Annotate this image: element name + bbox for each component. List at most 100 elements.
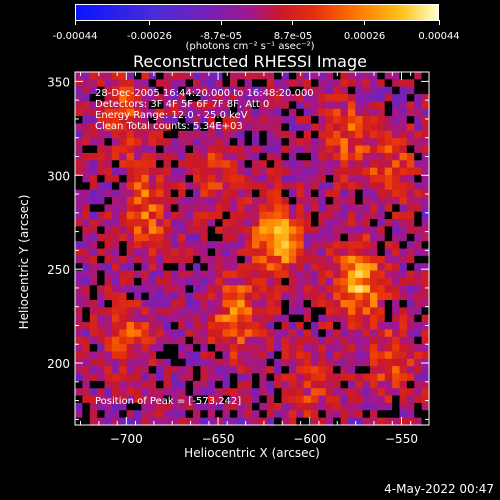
heatmap-cell xyxy=(266,255,275,264)
heatmap-cell xyxy=(207,344,216,353)
heatmap-cell xyxy=(333,79,342,88)
heatmap-cell xyxy=(104,219,113,228)
heatmap-cell xyxy=(134,189,142,198)
heatmap-cell xyxy=(237,174,246,183)
heatmap-cell xyxy=(274,380,283,389)
heatmap-cell xyxy=(126,241,135,250)
heatmap-cell xyxy=(229,108,238,117)
heatmap-cell xyxy=(252,211,260,220)
heatmap-cell xyxy=(377,182,386,191)
heatmap-cell xyxy=(141,189,150,198)
heatmap-cell xyxy=(207,130,216,139)
heatmap-cell xyxy=(237,189,246,198)
heatmap-cell xyxy=(421,270,430,279)
heatmap-cell xyxy=(163,116,172,125)
heatmap-cell xyxy=(406,351,415,360)
heatmap-cell xyxy=(237,72,246,80)
heatmap-cell xyxy=(89,366,98,375)
heatmap-cell xyxy=(333,219,342,228)
colorbar-tick-label: -0.00044 xyxy=(52,31,98,42)
heatmap-cell xyxy=(75,241,83,250)
heatmap-cell xyxy=(185,167,194,176)
heatmap-cell xyxy=(288,351,297,360)
heatmap-cell xyxy=(148,292,157,301)
heatmap-cell xyxy=(237,402,246,411)
heatmap-cell xyxy=(377,204,386,213)
heatmap-cell xyxy=(244,380,253,389)
heatmap-cell xyxy=(355,292,364,301)
heatmap-cell xyxy=(325,344,334,353)
heatmap-cell xyxy=(399,108,408,117)
heatmap-cell xyxy=(296,358,305,367)
heatmap-cell xyxy=(377,344,386,353)
heatmap-cell xyxy=(355,138,364,147)
heatmap-cell xyxy=(421,130,430,139)
heatmap-cell xyxy=(104,86,113,95)
heatmap-cell xyxy=(229,94,238,103)
heatmap-cell xyxy=(421,197,430,205)
heatmap-cell xyxy=(200,72,209,80)
heatmap-cell xyxy=(377,263,386,272)
heatmap-cell xyxy=(178,72,187,80)
heatmap-cell xyxy=(178,160,187,169)
heatmap-cell xyxy=(193,138,201,147)
heatmap-cell xyxy=(215,108,224,117)
heatmap-cell xyxy=(163,145,172,154)
heatmap-cell xyxy=(325,160,334,169)
heatmap-cell xyxy=(384,152,393,161)
heatmap-cell xyxy=(274,358,283,367)
heatmap-cell xyxy=(384,204,393,213)
heatmap-cell xyxy=(377,108,386,117)
heatmap-cell xyxy=(259,94,268,103)
heatmap-cell xyxy=(414,211,423,220)
heatmap-cell xyxy=(288,145,297,154)
heatmap-cell xyxy=(141,248,150,257)
heatmap-cell xyxy=(252,292,260,301)
heatmap-cell xyxy=(244,255,253,264)
heatmap-cell xyxy=(229,366,238,375)
heatmap-cell xyxy=(399,72,408,80)
heatmap-cell xyxy=(111,79,120,88)
heatmap-cell xyxy=(414,138,423,147)
heatmap-cell xyxy=(193,108,201,117)
heatmap-cell xyxy=(89,116,98,125)
heatmap-cell xyxy=(119,314,128,323)
heatmap-cell xyxy=(163,336,172,345)
heatmap-cell xyxy=(414,130,423,139)
heatmap-cell xyxy=(244,145,253,154)
heatmap-cell xyxy=(296,388,305,397)
heatmap-cell xyxy=(325,219,334,228)
heatmap-cell xyxy=(355,270,364,279)
heatmap-cell xyxy=(384,270,393,279)
heatmap-cell xyxy=(399,197,408,205)
heatmap-cell xyxy=(111,116,120,125)
heatmap-cell xyxy=(82,219,91,228)
heatmap-cell xyxy=(193,79,201,88)
heatmap-cell xyxy=(97,395,106,404)
heatmap-cell xyxy=(414,233,423,242)
heatmap-cell xyxy=(421,402,430,411)
heatmap-cell xyxy=(222,388,231,397)
heatmap-cell xyxy=(222,373,231,382)
heatmap-cell xyxy=(311,263,319,272)
heatmap-cell xyxy=(134,388,142,397)
heatmap-cell xyxy=(207,248,216,257)
heatmap-cell xyxy=(399,402,408,411)
heatmap-cell xyxy=(259,167,268,176)
heatmap-cell xyxy=(119,145,128,154)
heatmap-cell xyxy=(266,138,275,147)
heatmap-cell xyxy=(119,174,128,183)
heatmap-cell xyxy=(229,322,238,330)
heatmap-cell xyxy=(421,344,430,353)
heatmap-cell xyxy=(355,366,364,375)
heatmap-cell xyxy=(134,344,142,353)
heatmap-cell xyxy=(318,167,327,176)
heatmap-cell xyxy=(119,116,128,125)
heatmap-cell xyxy=(318,373,327,382)
heatmap-cell xyxy=(259,329,268,338)
heatmap-cell xyxy=(347,388,356,397)
heatmap-cell xyxy=(259,314,268,323)
heatmap-cell xyxy=(288,358,297,367)
heatmap-cell xyxy=(75,329,83,338)
heatmap-cell xyxy=(274,152,283,161)
